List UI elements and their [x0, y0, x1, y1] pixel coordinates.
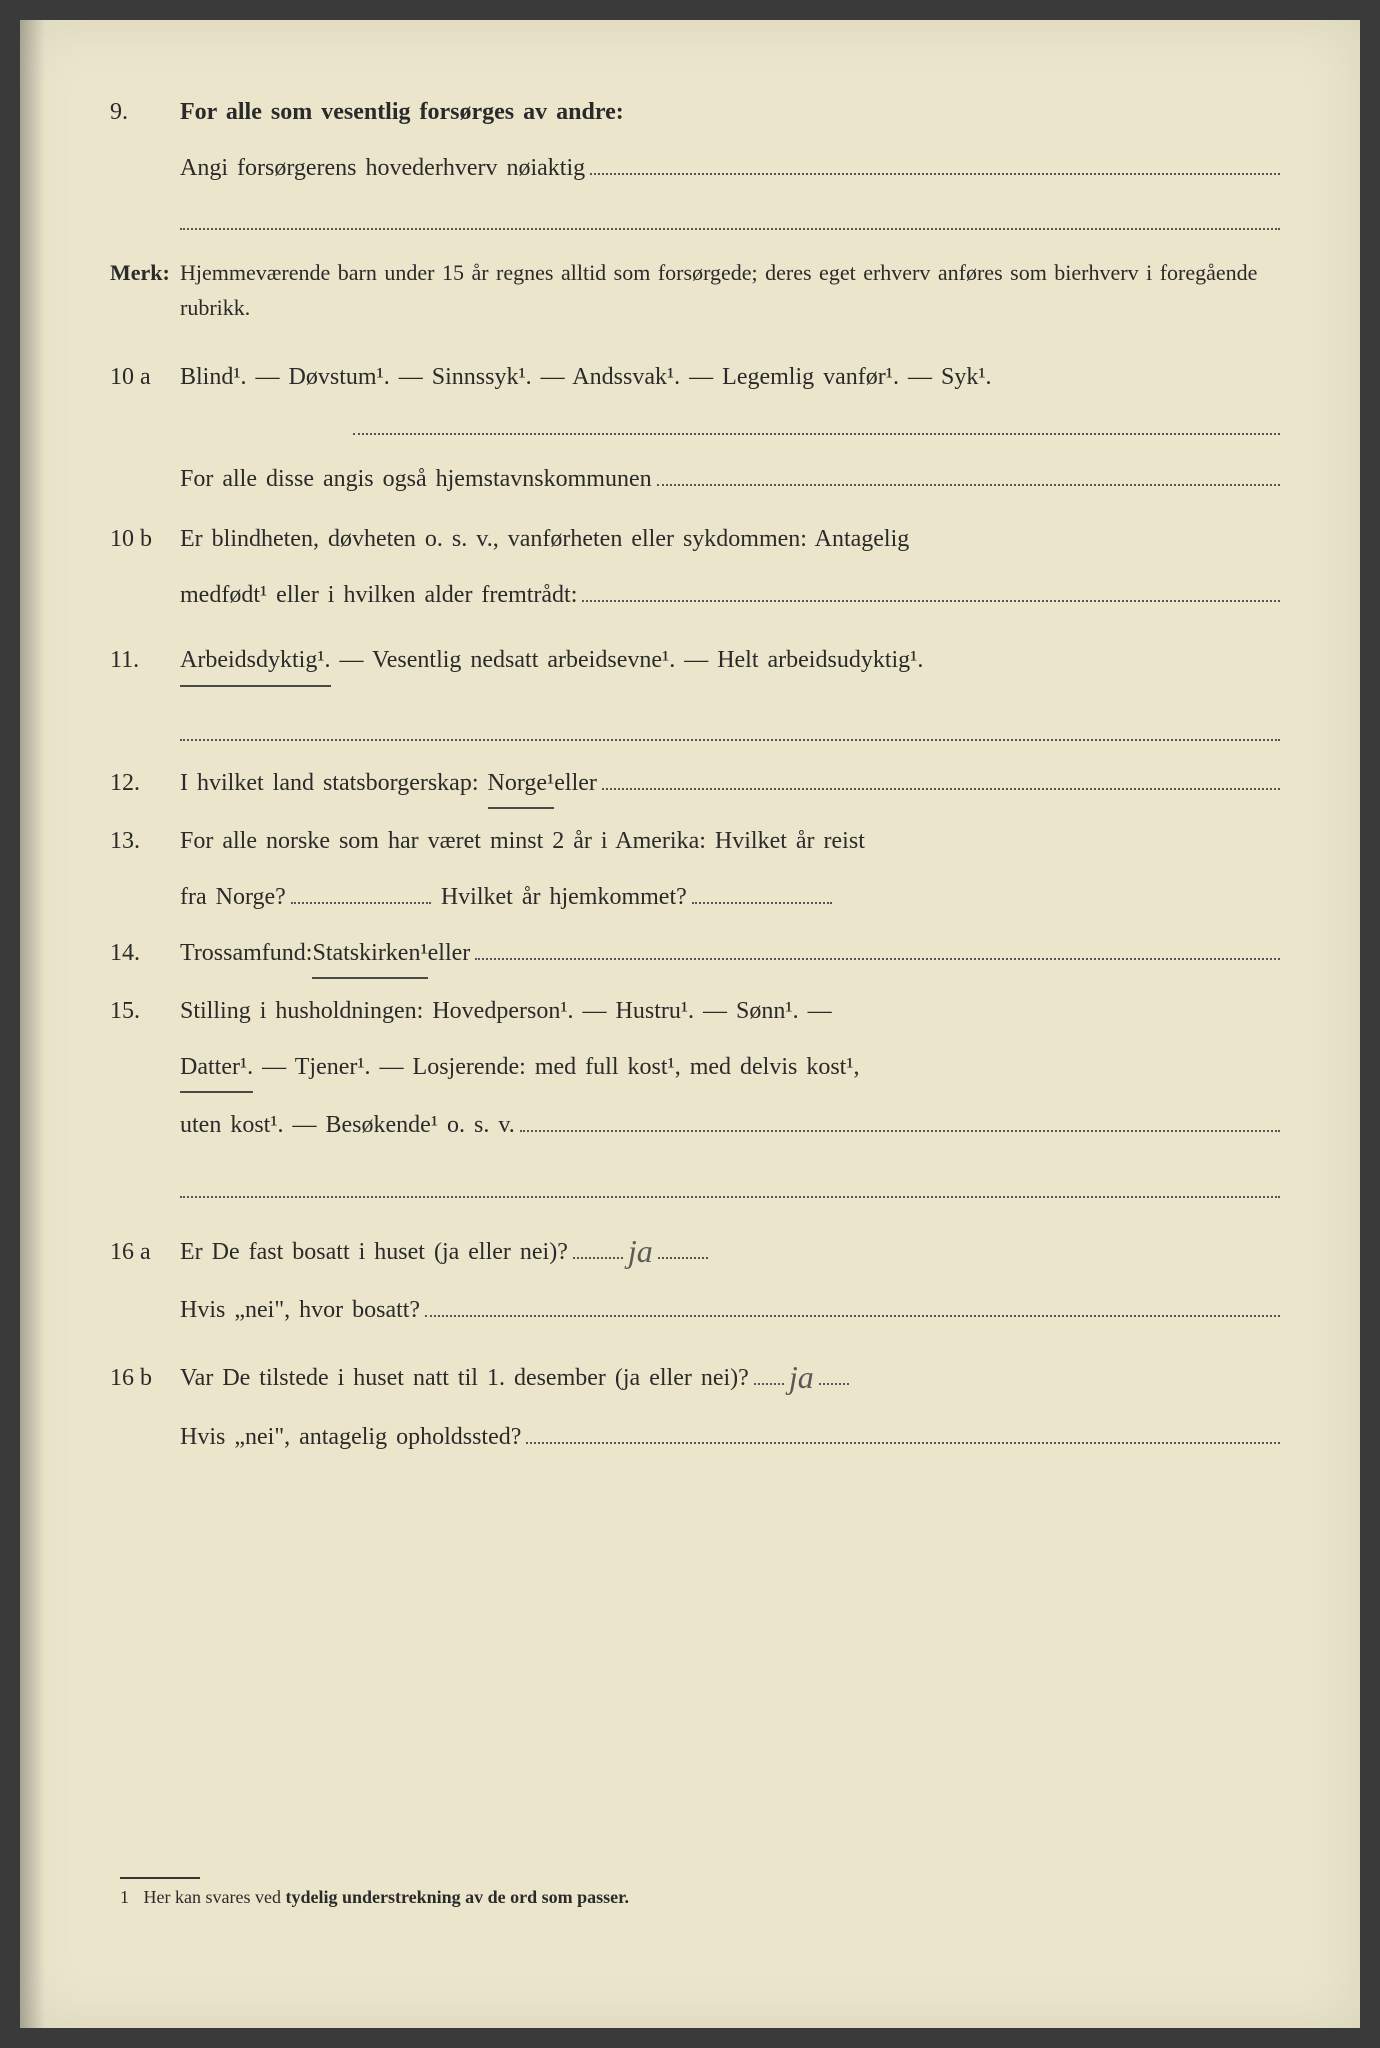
q12-number: 12.: [110, 761, 180, 807]
q15-line2-rest: — Tjener¹. — Losjerende: med full kost¹,…: [253, 1054, 859, 1080]
q11-rest: — Vesentlig nedsatt arbeidsevne¹. — Helt…: [331, 647, 924, 673]
question-13: 13. For alle norske som har været minst …: [110, 819, 1280, 865]
q16a-number: 16 a: [110, 1230, 180, 1276]
q11-number: 11.: [110, 638, 180, 684]
footnote-text-bold: tydelig understrekning av de ord som pas…: [285, 1887, 629, 1907]
q9-line1: For alle som vesentlig forsørges av andr…: [180, 90, 1280, 136]
question-16b: 16 b Var De tilstede i huset natt til 1.…: [110, 1344, 1280, 1405]
question-11: 11. Arbeidsdyktig¹. — Vesentlig nedsatt …: [110, 638, 1280, 687]
footnote-text-a: Her kan svares ved: [144, 1887, 286, 1907]
q15-selected: Datter¹.: [180, 1045, 253, 1094]
q14-selected: Statskirken¹: [312, 931, 427, 980]
q13-blank-1[interactable]: [291, 902, 431, 904]
q14-blank[interactable]: [475, 936, 1280, 960]
question-12: 12. I hvilket land statsborgerskap: Norg…: [110, 761, 1280, 810]
q15-blank-line[interactable]: [180, 1169, 1280, 1198]
q16b-text: Var De tilstede i huset natt til 1. dese…: [180, 1356, 749, 1402]
q9-line2: Angi forsørgerens hovederhverv nøiaktig: [180, 146, 585, 192]
question-10a: 10 a Blind¹. — Døvstum¹. — Sinnssyk¹. — …: [110, 355, 1280, 401]
q16a-text: Er De fast bosatt i huset (ja eller nei)…: [180, 1230, 568, 1276]
note-block: Merk: Hjemmeværende barn under 15 år reg…: [110, 255, 1280, 325]
q12-selected: Norge¹: [488, 761, 555, 810]
q13-number: 13.: [110, 819, 180, 865]
q16a-line2: Hvis „nei", hvor bosatt?: [180, 1288, 420, 1334]
merk-label: Merk:: [110, 255, 180, 325]
footnote: 1 Her kan svares ved tydelig understrekn…: [120, 1877, 629, 1908]
q13-line1: For alle norske som har været minst 2 år…: [180, 819, 1280, 865]
q15-line1: Stilling i husholdningen: Hovedperson¹. …: [180, 989, 1280, 1035]
q11-blank-line[interactable]: [180, 712, 1280, 741]
q12-text-b: eller: [554, 761, 597, 807]
q16b-answer: ja: [789, 1347, 814, 1408]
footnote-rule: [120, 1877, 200, 1879]
question-16a: 16 a Er De fast bosatt i huset (ja eller…: [110, 1218, 1280, 1279]
q9-line2-row: Angi forsørgerens hovederhverv nøiaktig: [110, 146, 1280, 192]
q16b-blank[interactable]: [526, 1420, 1280, 1444]
merk-text: Hjemmeværende barn under 15 år regnes al…: [180, 255, 1280, 325]
q16a-blank[interactable]: [425, 1293, 1280, 1317]
q10b-line1: Er blindheten, døvheten o. s. v., vanfør…: [180, 517, 1280, 563]
q13-line2b: Hvilket år hjemkommet?: [441, 875, 687, 921]
q10a-blank[interactable]: [657, 462, 1280, 486]
footnote-num: 1: [120, 1887, 129, 1907]
q10a-line2: For alle disse angis også hjemstavnskomm…: [180, 457, 652, 503]
q16b-line2: Hvis „nei", antagelig opholdssted?: [180, 1415, 521, 1461]
q16a-answer: ja: [628, 1221, 653, 1282]
q10a-options: Blind¹. — Døvstum¹. — Sinnssyk¹. — Andss…: [180, 355, 1280, 401]
question-10b: 10 b Er blindheten, døvheten o. s. v., v…: [110, 517, 1280, 563]
q9-number: 9.: [110, 90, 180, 136]
q10b-number: 10 b: [110, 517, 180, 563]
q13-line2a: fra Norge?: [180, 875, 286, 921]
q15-line3: uten kost¹. — Besøkende¹ o. s. v.: [180, 1103, 515, 1149]
question-15: 15. Stilling i husholdningen: Hovedperso…: [110, 989, 1280, 1035]
q14-text-b: eller: [428, 931, 471, 977]
q10a-number: 10 a: [110, 355, 180, 401]
q14-text-a: Trossamfund:: [180, 931, 312, 977]
question-14: 14. Trossamfund: Statskirken¹ eller: [110, 931, 1280, 980]
q10a-line2-row: For alle disse angis også hjemstavnskomm…: [110, 457, 1280, 503]
q11-selected: Arbeidsdyktig¹.: [180, 638, 331, 687]
q12-text-a: I hvilket land statsborgerskap:: [180, 761, 479, 807]
q9-blank-line[interactable]: [180, 201, 1280, 230]
q15-number: 15.: [110, 989, 180, 1035]
q16b-number: 16 b: [110, 1356, 180, 1402]
q10b-blank[interactable]: [582, 578, 1280, 602]
q14-number: 14.: [110, 931, 180, 977]
q12-blank[interactable]: [602, 766, 1280, 790]
q15-blank[interactable]: [520, 1108, 1280, 1132]
census-form-page: 9. For alle som vesentlig forsørges av a…: [20, 20, 1360, 2028]
q10b-line2: medfødt¹ eller i hvilken alder fremtrådt…: [180, 573, 577, 619]
q13-blank-2[interactable]: [692, 902, 832, 904]
q9-blank[interactable]: [590, 151, 1280, 175]
question-9: 9. For alle som vesentlig forsørges av a…: [110, 90, 1280, 136]
